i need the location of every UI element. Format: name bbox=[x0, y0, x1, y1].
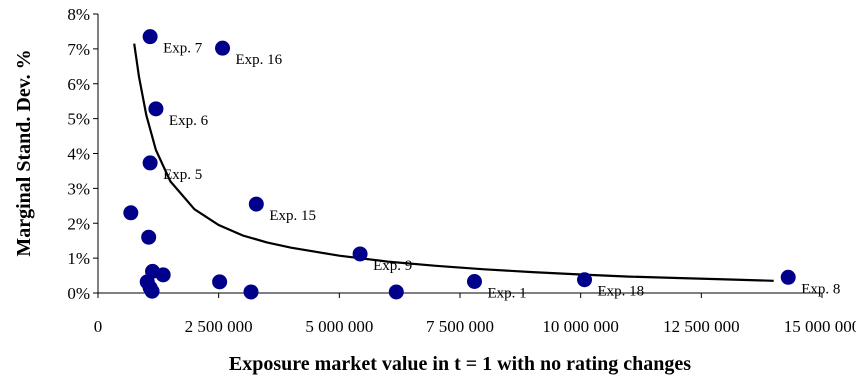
data-point bbox=[141, 229, 157, 245]
y-tick-label: 5% bbox=[67, 110, 90, 129]
x-tick-label: 2 500 000 bbox=[185, 317, 253, 336]
y-tick-label: 0% bbox=[67, 284, 90, 303]
data-point bbox=[142, 29, 158, 45]
x-tick-label: 10 000 000 bbox=[542, 317, 619, 336]
x-axis-ticks: 0 2 500 000 5 000 000 7 500 000 10 000 000 12… bbox=[94, 293, 856, 336]
data-point bbox=[577, 272, 593, 288]
data-point bbox=[466, 273, 482, 289]
data-point bbox=[142, 155, 158, 171]
point-label: Exp. 7 bbox=[163, 41, 203, 57]
data-point bbox=[243, 284, 259, 300]
data-point bbox=[215, 40, 231, 56]
point-label: Exp. 1 bbox=[487, 285, 526, 301]
x-axis-title: Exposure market value in t = 1 with no r… bbox=[229, 353, 691, 375]
x-tick-label: 12 500 000 bbox=[663, 317, 740, 336]
data-point bbox=[352, 246, 368, 262]
data-point bbox=[248, 196, 264, 212]
data-point bbox=[123, 205, 139, 221]
y-tick-label: 6% bbox=[67, 75, 90, 94]
point-label: Exp. 6 bbox=[169, 113, 209, 129]
data-point bbox=[155, 267, 171, 283]
y-tick-label: 7% bbox=[67, 40, 90, 59]
data-point bbox=[212, 274, 228, 290]
point-label: Exp. 18 bbox=[598, 284, 645, 300]
y-axis-ticks: 0% 1% 2% 3% 4% 5% 6% 7% 8% bbox=[67, 5, 98, 303]
point-label: Exp. 15 bbox=[269, 208, 316, 224]
y-tick-label: 2% bbox=[67, 214, 90, 233]
point-label: Exp. 5 bbox=[163, 167, 202, 183]
data-point bbox=[780, 269, 796, 285]
x-tick-label: 5 000 000 bbox=[305, 317, 373, 336]
data-point bbox=[148, 101, 164, 117]
y-tick-label: 1% bbox=[67, 249, 90, 268]
y-tick-label: 8% bbox=[67, 5, 90, 24]
x-tick-label: 7 500 000 bbox=[426, 317, 494, 336]
data-points bbox=[123, 29, 796, 300]
data-point bbox=[388, 284, 404, 300]
trendline bbox=[133, 43, 774, 282]
point-label: Exp. 16 bbox=[236, 52, 283, 68]
data-point bbox=[144, 283, 160, 299]
point-label: Exp. 8 bbox=[801, 281, 840, 297]
point-labels: Exp. 7 Exp. 16 Exp. 6 Exp. 5 Exp. 15 Exp. 9 Ex… bbox=[163, 41, 840, 302]
x-tick-label: 15 000 000 bbox=[784, 317, 856, 336]
y-tick-label: 3% bbox=[67, 179, 90, 198]
x-tick-label: 0 bbox=[94, 317, 103, 336]
y-axis-title: Marginal Stand. Dev. % bbox=[13, 49, 35, 256]
y-tick-label: 4% bbox=[67, 145, 90, 164]
point-label: Exp. 9 bbox=[373, 258, 412, 274]
